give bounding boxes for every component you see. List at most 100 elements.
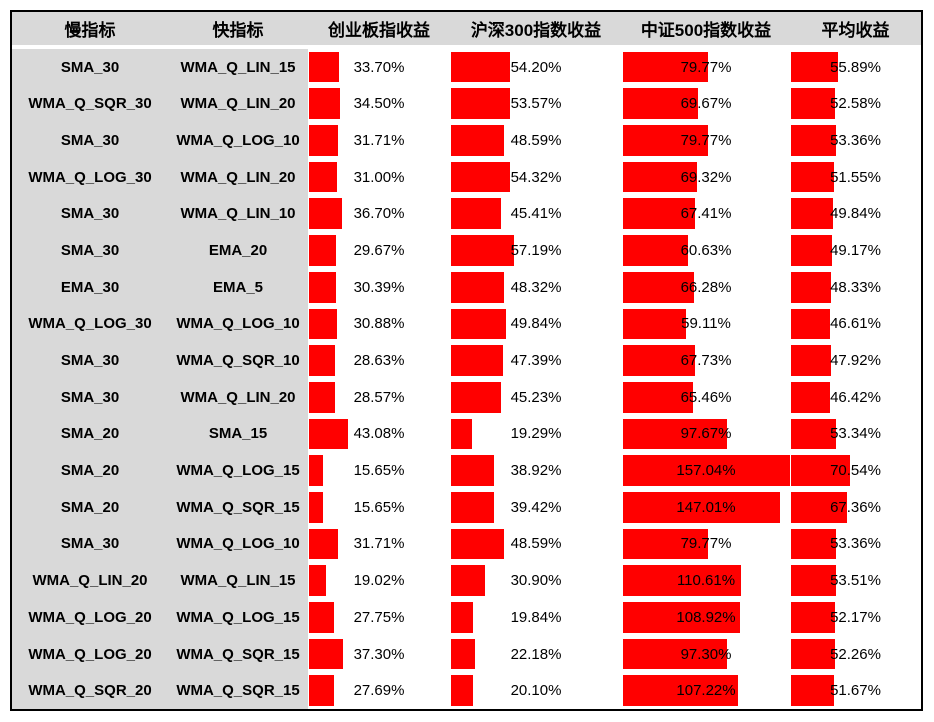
indicator-returns-table: 慢指标 快指标 创业板指收益 沪深300指数收益 中证500指数收益 平均收益 … xyxy=(10,10,923,712)
bar-value: 67.41% xyxy=(680,205,732,223)
fast-indicator-cell: EMA_5 xyxy=(168,268,308,306)
return-bar-cell: 31.71% xyxy=(308,122,450,159)
bar-value: 53.57% xyxy=(510,95,562,113)
return-bar-cell: 30.39% xyxy=(308,268,450,306)
return-bar-cell: 65.46% xyxy=(622,378,790,416)
bar-value: 157.04% xyxy=(676,462,736,480)
bar-value: 30.39% xyxy=(353,278,405,296)
data-bar xyxy=(791,308,830,340)
fast-indicator-cell: WMA_Q_LOG_10 xyxy=(168,525,308,563)
bar-value: 60.63% xyxy=(680,241,732,259)
bar-value: 53.51% xyxy=(830,572,881,590)
data-bar xyxy=(623,51,709,83)
fast-indicator-cell: WMA_Q_LOG_15 xyxy=(168,452,308,489)
bar-value: 30.90% xyxy=(510,572,562,590)
data-bar xyxy=(309,125,338,156)
data-bar xyxy=(309,638,343,670)
return-bar-cell: 48.59% xyxy=(450,525,622,563)
bar-value: 45.41% xyxy=(510,205,562,223)
bar-value: 19.84% xyxy=(510,608,562,626)
bar-value: 45.23% xyxy=(510,388,562,406)
data-bar xyxy=(791,235,833,266)
return-bar-cell: 54.20% xyxy=(450,48,622,86)
bar-value: 49.17% xyxy=(830,241,881,259)
slow-indicator-cell: WMA_Q_SQR_20 xyxy=(12,672,168,710)
bar-value: 20.10% xyxy=(510,682,562,700)
slow-indicator-cell: SMA_30 xyxy=(12,195,168,233)
slow-indicator-cell: SMA_30 xyxy=(12,122,168,159)
data-bar xyxy=(791,638,835,670)
return-bar-cell: 51.55% xyxy=(790,158,921,196)
return-bar-cell: 36.70% xyxy=(308,195,450,233)
bar-value: 31.00% xyxy=(353,168,405,186)
data-bar xyxy=(451,602,473,633)
return-bar-cell: 15.65% xyxy=(308,452,450,489)
return-bar-cell: 48.59% xyxy=(450,122,622,159)
fast-indicator-cell: WMA_Q_SQR_15 xyxy=(168,488,308,526)
return-bar-cell: 48.32% xyxy=(450,268,622,306)
return-bar-cell: 19.29% xyxy=(450,415,622,453)
return-bar-cell: 53.57% xyxy=(450,85,622,123)
data-bar xyxy=(309,235,336,266)
data-bar xyxy=(451,565,485,596)
bar-value: 28.63% xyxy=(353,352,405,370)
return-bar-cell: 39.42% xyxy=(450,488,622,526)
return-bar-cell: 43.08% xyxy=(308,415,450,453)
data-bar xyxy=(623,161,698,193)
data-bar xyxy=(623,418,728,450)
bar-value: 36.70% xyxy=(353,205,405,223)
bar-value: 108.92% xyxy=(676,608,736,626)
data-bar xyxy=(309,345,335,376)
return-bar-cell: 60.63% xyxy=(622,232,790,269)
data-bar xyxy=(309,675,335,707)
data-bar xyxy=(451,638,476,670)
bar-value: 79.77% xyxy=(680,535,732,553)
data-bar xyxy=(791,198,833,230)
return-bar-cell: 49.84% xyxy=(450,305,622,343)
data-bar xyxy=(791,528,836,560)
return-bar-cell: 15.65% xyxy=(308,488,450,526)
bar-value: 27.69% xyxy=(353,682,405,700)
bar-value: 33.70% xyxy=(353,58,405,76)
bar-value: 65.46% xyxy=(680,388,732,406)
return-bar-cell: 22.18% xyxy=(450,635,622,673)
bar-value: 54.20% xyxy=(510,58,562,76)
data-bar xyxy=(623,675,738,707)
data-bar xyxy=(791,271,832,303)
data-bar xyxy=(309,51,340,83)
return-bar-cell: 37.30% xyxy=(308,635,450,673)
fast-indicator-cell: WMA_Q_SQR_10 xyxy=(168,342,308,379)
column-header-chinext-return: 创业板指收益 xyxy=(308,12,450,45)
bar-value: 67.73% xyxy=(680,352,732,370)
return-bar-cell: 20.10% xyxy=(450,672,622,710)
return-bar-cell: 45.23% xyxy=(450,378,622,416)
bar-value: 51.67% xyxy=(830,682,881,700)
bar-value: 29.67% xyxy=(353,241,405,259)
return-bar-cell: 59.11% xyxy=(622,305,790,343)
fast-indicator-cell: SMA_15 xyxy=(168,415,308,453)
data-bar xyxy=(309,455,324,486)
return-bar-cell: 19.02% xyxy=(308,562,450,599)
data-bar xyxy=(309,308,337,340)
bar-value: 47.39% xyxy=(510,352,562,370)
bar-value: 31.71% xyxy=(353,535,405,553)
bar-value: 97.30% xyxy=(680,645,732,663)
data-bar xyxy=(623,528,709,560)
bar-value: 147.01% xyxy=(676,498,736,516)
data-bar xyxy=(623,381,694,413)
data-bar xyxy=(309,418,348,450)
data-bar xyxy=(791,125,836,156)
data-bar xyxy=(623,491,781,523)
data-bar xyxy=(791,51,838,83)
data-bar xyxy=(623,235,688,266)
slow-indicator-cell: SMA_30 xyxy=(12,525,168,563)
return-bar-cell: 57.19% xyxy=(450,232,622,269)
bar-value: 48.59% xyxy=(510,131,562,149)
data-bar xyxy=(791,88,835,120)
bar-value: 79.77% xyxy=(680,131,732,149)
data-bar xyxy=(451,381,501,413)
data-bar xyxy=(309,602,335,633)
data-bar xyxy=(623,565,742,596)
bar-value: 39.42% xyxy=(510,498,562,516)
data-bar xyxy=(451,161,511,193)
